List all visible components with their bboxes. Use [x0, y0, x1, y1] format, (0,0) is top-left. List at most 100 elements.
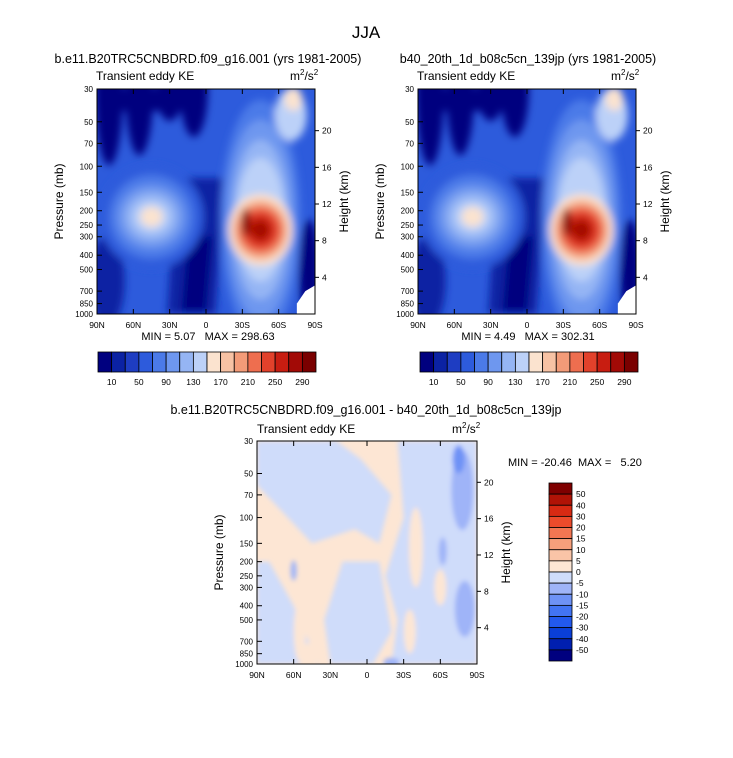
nh-jet-contour [140, 206, 163, 227]
colorbar-label: 20 [576, 523, 586, 533]
y-tick-label: 50 [405, 118, 414, 127]
y-right-tick-label: 4 [322, 272, 327, 282]
colorbar-label: 250 [590, 377, 604, 387]
colorbar-swatch [542, 351, 557, 373]
positive-region [408, 507, 423, 588]
topography-mask [296, 285, 315, 314]
colorbar-label: 170 [214, 377, 228, 387]
colorbar-label: 10 [429, 377, 439, 387]
negative-contour [452, 445, 465, 474]
y-right-tick-label: 20 [643, 126, 653, 136]
panel-1-title: b.e11.B20TRC5CNBDRD.f09_g16.001 (yrs 198… [55, 52, 362, 66]
panel-1-units: m2/s2 [290, 68, 319, 83]
figure-title: JJA [352, 23, 381, 42]
colorbar-swatch [460, 351, 475, 373]
y-right-tick-label: 12 [484, 550, 494, 560]
colorbar-swatch [487, 351, 503, 373]
panel-1-plot-area [97, 89, 315, 314]
colorbar-swatch [165, 351, 181, 373]
y-tick-label: 70 [405, 139, 414, 148]
colorbar-swatch [501, 351, 516, 373]
panel-3-units: m2/s2 [452, 421, 481, 436]
x-tick-label: 0 [365, 670, 370, 680]
x-tick-label: 60N [286, 670, 302, 680]
colorbar-label: 130 [508, 377, 522, 387]
x-tick-label: 30S [556, 320, 571, 330]
colorbar-swatch [548, 604, 573, 617]
x-tick-label: 60S [592, 320, 607, 330]
colorbar-label: 210 [241, 377, 255, 387]
colorbar-swatch [548, 627, 573, 640]
colorbar-swatch [548, 560, 573, 573]
y-tick-label: 250 [401, 221, 415, 230]
colorbar-swatch [548, 538, 573, 551]
colorbar-swatch [97, 351, 113, 373]
negative-region [257, 441, 392, 544]
panel-1-min-max: MIN = 5.07 MAX = 298.63 [141, 331, 274, 343]
y-right-tick-label: 16 [484, 514, 494, 524]
colorbar-label: 10 [107, 377, 117, 387]
y-tick-label: 30 [405, 85, 414, 94]
colorbar-label: 40 [576, 500, 586, 510]
y-axis-label: Pressure (mb) [52, 163, 66, 239]
y-tick-label: 30 [84, 85, 93, 94]
colorbar-swatch [548, 504, 573, 517]
panel-2-colorbar: 10 50 90 130 170 210 250 290 [419, 351, 639, 387]
negative-contour [383, 657, 400, 664]
y-tick-label: 400 [401, 251, 415, 260]
panel-3-axes: 90N 60N 30N 0 30S 60S 90S 30 50 70 100 150 200 250 300… [212, 437, 513, 680]
colorbar-label: 50 [576, 489, 586, 499]
colorbar-swatch [152, 351, 167, 373]
y-tick-label: 500 [80, 266, 94, 275]
y-right-tick-label: 12 [322, 199, 332, 209]
panel-difference: b.e11.B20TRC5CNBDRD.f09_g16.001 - b40_20… [170, 403, 641, 680]
colorbar-swatch [548, 649, 573, 662]
positive-region [434, 569, 447, 606]
y-tick-label: 700 [240, 637, 254, 646]
y-tick-label: 300 [80, 233, 94, 242]
upper-low-band [97, 89, 200, 111]
colorbar-label: 5 [576, 556, 581, 566]
colorbar-label: 15 [576, 534, 586, 544]
y-right-tick-label: 16 [643, 162, 653, 172]
x-tick-label: 0 [525, 320, 530, 330]
negative-contour [454, 580, 475, 637]
colorbar-label: 290 [295, 377, 309, 387]
y-tick-label: 150 [401, 188, 415, 197]
y-tick-label: 850 [401, 300, 415, 309]
x-tick-label: 90S [307, 320, 322, 330]
panel-2-units: m2/s2 [611, 68, 640, 83]
colorbar-swatch [192, 351, 208, 373]
colorbar-swatch [433, 351, 448, 373]
sh-stratos-core [605, 89, 624, 111]
x-tick-label: 60S [271, 320, 286, 330]
panel-1-axes: 90N 60N 30N 0 30S 60S 90S 30 50 70 100 150 200 250 300… [52, 85, 351, 330]
x-tick-label: 60S [433, 670, 448, 680]
colorbar-swatch [623, 351, 639, 373]
colorbar-swatch [111, 351, 126, 373]
y-right-axis-label: Height (km) [499, 521, 513, 583]
panel-1-colorbar: 10 50 90 130 170 210 250 290 [97, 351, 317, 387]
y-tick-label: 150 [240, 539, 254, 548]
sh-stratos-core [284, 89, 303, 111]
colorbar-label: -5 [576, 578, 584, 588]
colorbar-swatch [474, 351, 489, 373]
colorbar-swatch [555, 351, 571, 373]
y-right-tick-label: 12 [643, 199, 653, 209]
colorbar-swatch [569, 351, 584, 373]
y-tick-label: 500 [401, 266, 415, 275]
colorbar-swatch [247, 351, 262, 373]
x-tick-label: 30N [483, 320, 499, 330]
panel-2-left-string: Transient eddy KE [417, 69, 515, 83]
tropical-min [181, 236, 213, 311]
panel-3-left-string: Transient eddy KE [257, 422, 355, 436]
y-tick-label: 70 [84, 139, 93, 148]
colorbar-swatch [596, 351, 612, 373]
colorbar-label: 30 [576, 511, 586, 521]
colorbar-swatch [419, 351, 435, 373]
colorbar-swatch [583, 351, 598, 373]
colorbar-label: -20 [576, 612, 589, 622]
y-tick-label: 50 [244, 469, 253, 478]
colorbar-label: 130 [186, 377, 200, 387]
